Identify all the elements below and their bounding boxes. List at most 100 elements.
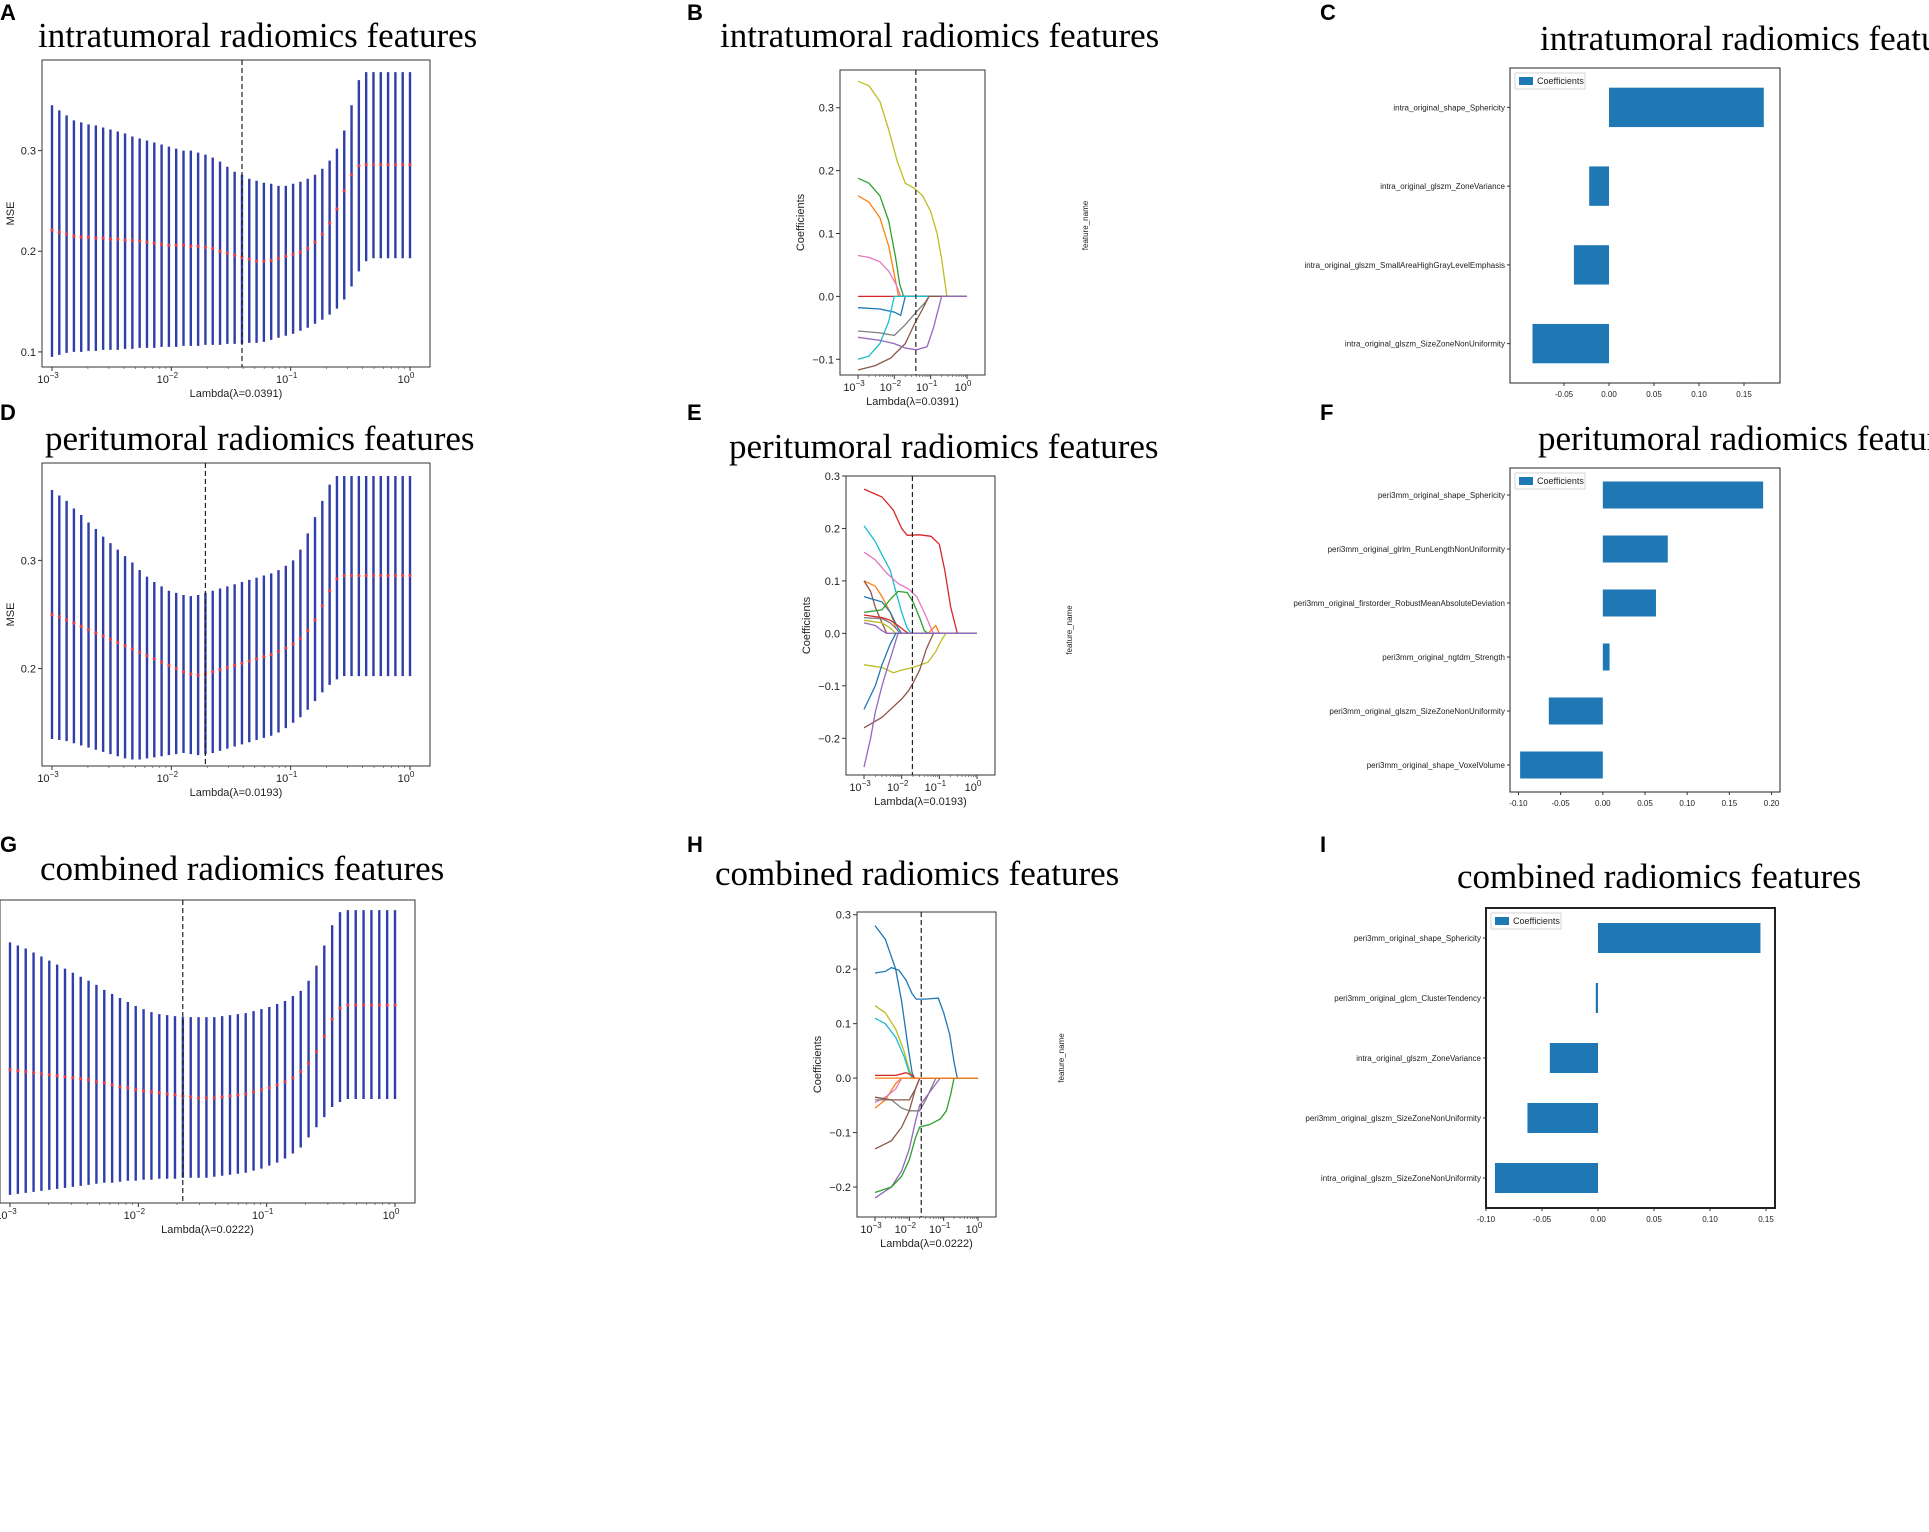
mean-point [138,650,142,654]
y-tick-label: 0.3 [21,555,36,567]
legend-swatch [1495,917,1509,925]
x-axis-label: Lambda(λ=0.0193) [874,796,967,808]
coefficient-path [863,632,977,674]
coefficient-bar [1602,481,1764,509]
x-tick-label: 100 [955,379,972,394]
coefficient-bar [1602,643,1610,671]
coefficient-path [863,580,977,635]
x-tick-label: 0.05 [1646,1215,1662,1224]
x-tick-label: -0.05 [1555,390,1574,399]
x-tick-exponent: −3 [873,1221,883,1230]
mean-point [167,243,171,247]
coefficient-bar [1609,87,1764,128]
x-tick-exponent: −2 [907,1221,917,1230]
coefficient-bar [1548,697,1603,725]
feature-label: peri3mm_original_shape_VoxelVolume [1367,761,1506,770]
x-tick-label: 100 [966,1221,983,1236]
mean-point [357,573,361,578]
y-tick-label: 0.2 [21,246,36,258]
panel-i-title: combined radiomics features [1457,857,1861,896]
feature-label: peri3mm_original_glszm_SizeZoneNonUnifor… [1329,707,1505,716]
mean-point [134,1088,138,1092]
coefficient-bar [1549,1043,1599,1073]
mean-point [94,631,98,635]
mean-point [65,232,69,236]
mean-point [283,1080,287,1084]
mean-point [379,573,383,578]
y-tick-label: 0.2 [825,523,840,535]
mean-point [24,1070,28,1074]
coefficient-path [874,1077,978,1194]
feature-label: intra_original_glszm_SmallAreaHighGrayLe… [1304,261,1505,270]
panel-c-label: C [1320,0,1336,25]
x-tick-label: -0.10 [1477,1215,1496,1224]
mean-point [212,1096,216,1100]
feature-label: intra_original_glszm_SizeZoneNonUniformi… [1345,340,1505,349]
mean-point [240,255,244,259]
mean-point [108,237,113,241]
mean-point [86,1078,91,1082]
x-tick-label: 0.15 [1758,1215,1774,1224]
y-axis-label: feature_name [1065,605,1074,655]
coefficient-path [857,254,967,298]
y-tick-label: −0.2 [829,1182,851,1194]
mean-point [211,670,215,674]
panel-d: D peritumoral radiomics features 0.2 0.3 1… [0,400,640,830]
x-tick-label: 10−1 [916,379,938,394]
mean-point [225,665,229,670]
y-tick-label: 0.3 [836,910,851,922]
plot-frame [1509,67,1781,384]
mean-point [204,1096,209,1100]
mean-point [101,236,105,240]
mean-point [228,1094,232,1098]
panel-f-label: F [1320,400,1333,425]
x-tick-label: 10−3 [37,371,59,386]
panel-a-title: intratumoral radiomics features [38,16,477,55]
mean-point [118,1085,122,1089]
feature-label: peri3mm_original_glszm_SizeZoneNonUnifor… [1305,1114,1481,1123]
y-tick-label: 0.1 [21,347,36,359]
mean-point [298,636,303,640]
mean-point [369,1003,374,1007]
mean-point [386,573,390,578]
panel-h-chart: H combined radiomics features −0.2 −0.1 0.… [687,832,1119,1250]
mean-point [346,1003,350,1007]
mean-point [165,1092,169,1096]
mean-point [364,573,368,578]
x-tick-label: 10−1 [925,779,947,794]
mean-point [174,243,178,247]
mean-point [364,163,368,167]
mean-point [306,629,310,633]
feature-label: peri3mm_original_glcm_ClusterTendency [1334,994,1481,1003]
panel-i: I combined radiomics features peri3mm_or… [1057,830,1929,1532]
panel-b: B intratumoral radiomics features −0.1 0.… [640,0,1280,408]
x-axis-label: Lambda(λ=0.0222) [161,1224,254,1236]
mean-point [276,256,281,260]
mean-point [196,244,200,248]
x-tick-exponent: −3 [8,1207,18,1216]
mean-point [57,615,61,619]
panel-c-title: intratumoral radiomics features [1540,19,1929,58]
x-axis-label: Lambda(λ=0.0391) [190,388,283,400]
mean-point [401,163,405,167]
y-tick-label: 0.1 [836,1019,851,1031]
mean-point [291,1076,295,1080]
mean-point [86,235,91,239]
mean-point [386,163,390,167]
y-tick-label: 0.0 [819,291,834,303]
x-tick-label: 10−3 [37,770,59,785]
coefficient-bar [1589,166,1609,206]
y-axis-label: MSE [5,603,17,627]
mean-point [159,242,164,246]
coefficient-path [874,1077,978,1150]
coefficient-path [857,195,967,298]
x-tick-exponent: −1 [288,371,298,380]
mean-point [244,1092,248,1096]
coefficient-path [863,525,977,635]
mean-point [71,1076,75,1080]
mean-point [181,243,186,247]
mean-point [338,1006,342,1010]
mean-point [349,573,354,578]
mean-point [130,647,134,651]
mean-point [130,238,134,242]
